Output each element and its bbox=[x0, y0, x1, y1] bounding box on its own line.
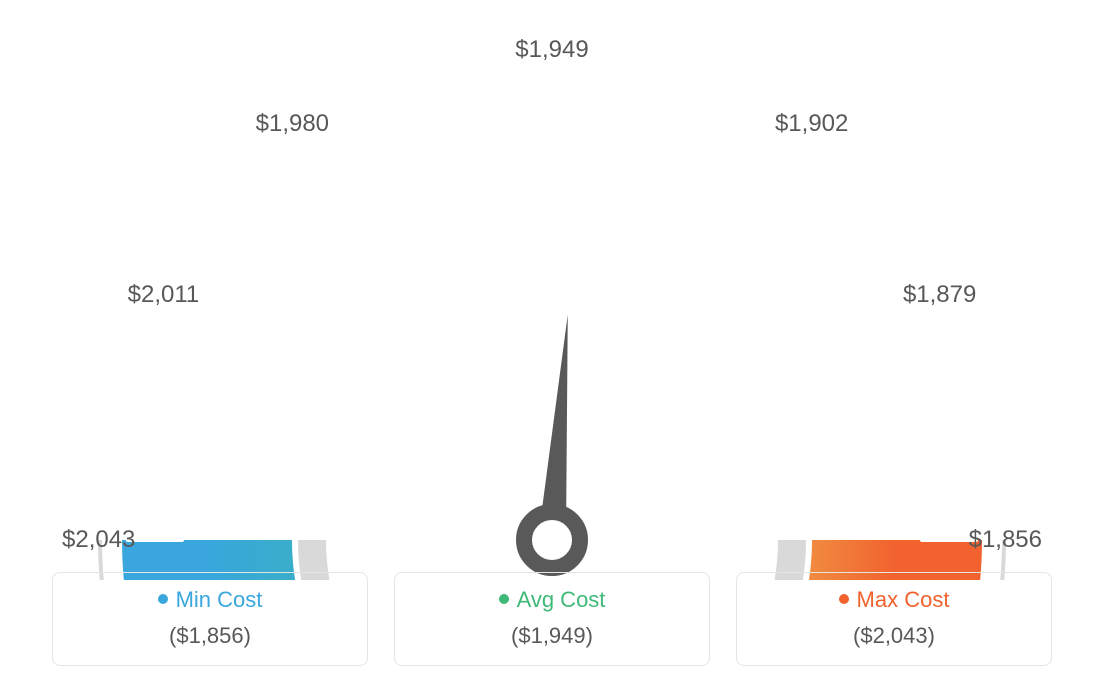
legend-avg-title: Avg Cost bbox=[395, 587, 709, 613]
legend-avg-label: Avg Cost bbox=[517, 587, 606, 612]
legend-min-title: Min Cost bbox=[53, 587, 367, 613]
legend-min-label: Min Cost bbox=[176, 587, 263, 612]
legend: Min Cost ($1,856) Avg Cost ($1,949) Max … bbox=[52, 572, 1052, 666]
legend-max-title: Max Cost bbox=[737, 587, 1051, 613]
gauge: $1,856$1,879$1,902$1,949$1,980$2,011$2,0… bbox=[52, 40, 1052, 580]
dot-icon bbox=[499, 594, 509, 604]
gauge-svg bbox=[52, 40, 1052, 580]
gauge-tick-label: $2,043 bbox=[62, 526, 135, 554]
legend-min-value: ($1,856) bbox=[53, 623, 367, 649]
gauge-tick-label: $1,856 bbox=[969, 526, 1042, 554]
dot-icon bbox=[158, 594, 168, 604]
legend-max-value: ($2,043) bbox=[737, 623, 1051, 649]
legend-min-box: Min Cost ($1,856) bbox=[52, 572, 368, 666]
legend-max-box: Max Cost ($2,043) bbox=[736, 572, 1052, 666]
gauge-tick-label: $1,980 bbox=[256, 110, 329, 138]
legend-avg-value: ($1,949) bbox=[395, 623, 709, 649]
dot-icon bbox=[839, 594, 849, 604]
legend-avg-box: Avg Cost ($1,949) bbox=[394, 572, 710, 666]
gauge-tick-label: $2,011 bbox=[128, 281, 200, 309]
gauge-tick-label: $1,879 bbox=[903, 281, 976, 309]
gauge-tick-label: $1,949 bbox=[515, 36, 588, 64]
legend-max-label: Max Cost bbox=[857, 587, 950, 612]
gauge-chart-container: $1,856 $1,879 $1,902 $1,949 $1,980 $2,011 $2,0… bbox=[0, 0, 1104, 690]
gauge-tick-label: $1,902 bbox=[775, 110, 848, 138]
